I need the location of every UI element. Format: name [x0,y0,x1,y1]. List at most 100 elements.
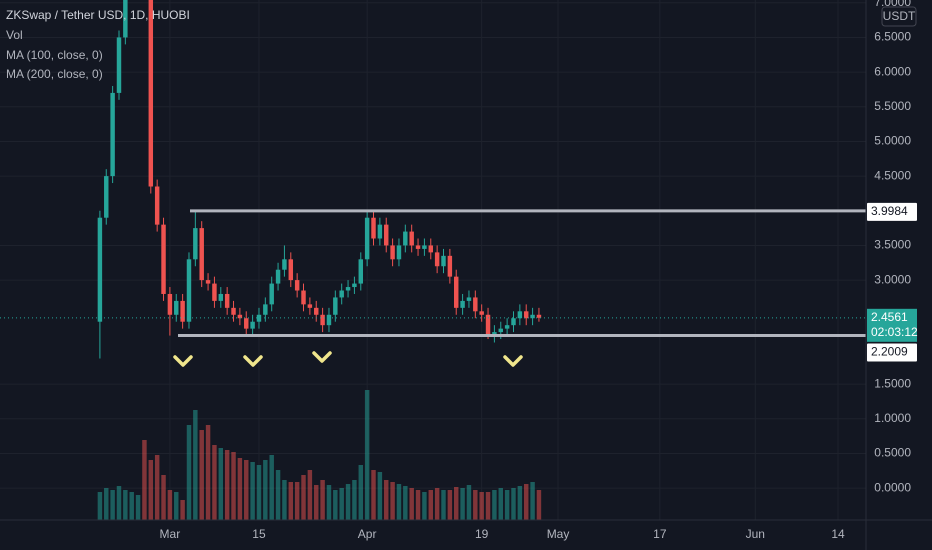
volume-bar [473,490,478,520]
volume-bar [492,490,497,520]
volume-bar [288,482,294,520]
x-tick-label: Jun [746,527,765,541]
candle-body [104,176,109,218]
volume-bar [523,484,529,520]
candle-body [352,283,357,288]
volume-bar [384,480,389,520]
last-price-box [867,308,917,342]
markers [173,351,523,367]
candle-body [275,269,281,284]
volume-bar [466,485,472,520]
candle-body [294,280,300,291]
candle-body [371,217,376,239]
volume-bar [186,425,192,520]
level-label-box [867,343,917,362]
y-tick-label: 0.5000 [874,446,911,460]
indicator-label[interactable]: Vol [6,28,23,42]
candle-body [161,224,166,294]
candle-body [473,297,478,312]
currency-box[interactable] [881,6,917,27]
volume-bar [530,482,535,520]
volume-bar [396,484,402,520]
candle-body [263,304,268,315]
volume-bar [390,482,395,520]
volume-bar [326,485,332,520]
candle-body [256,314,262,322]
volume-bar [517,486,523,520]
x-tick-label: Mar [160,527,181,541]
volume-bar [434,488,440,520]
volume-bar [358,465,364,520]
volume-bar [231,452,236,520]
candle-body [396,245,402,260]
volume-bar [250,462,255,520]
candle-body [282,259,287,270]
x-tick-label: Apr [358,527,377,541]
candle-body [358,259,364,284]
candle-body [174,300,179,315]
volume-bar [282,480,287,520]
candle-body [244,318,249,329]
candle-body [384,224,389,246]
candle-body [428,245,433,253]
currency-label[interactable]: USDT [883,9,916,23]
volume-bar [377,472,383,520]
candle-body [523,311,529,319]
candle-body [339,290,344,298]
volume-bar [294,482,300,520]
candle-body [320,314,325,326]
volume-bar [371,470,376,520]
volume-bar [199,430,204,520]
y-tick-label: 6.5000 [874,30,911,44]
overlay [0,209,866,338]
x-tick-label: May [547,527,570,541]
volume-bar [154,455,160,520]
volume-bar [129,492,134,520]
candle-body [167,293,173,315]
candle-body [218,293,224,301]
last-price-label: 2.4561 [871,310,908,324]
candle-body [314,307,319,315]
volume-bar [415,490,421,520]
volume-bar [333,490,338,520]
volume-bar [498,488,503,520]
candle-body [511,318,516,326]
volume-bar [511,488,516,520]
candle-body [269,283,274,305]
x-tick-label: 14 [831,527,845,541]
candle-body [237,314,243,319]
candle-body [301,290,306,305]
volume-bar [428,490,433,520]
candle-body [154,186,160,225]
volume-layer [97,390,542,520]
candle-body [415,245,421,249]
volume-bar [193,410,198,520]
volume-bar [237,458,243,520]
volume-bar [339,488,344,520]
candle-body [460,300,465,308]
volume-bar [364,390,370,520]
candle-body [110,92,115,177]
indicator-label[interactable]: MA (100, close, 0) [6,48,103,62]
candle-body [492,332,497,336]
volume-bar [205,425,211,520]
indicator-label[interactable]: MA (200, close, 0) [6,67,103,81]
candle-body [466,297,472,301]
y-tick-label: 3.0000 [874,272,911,286]
down-marker [243,355,263,367]
volume-bar [479,492,484,520]
level-label: 3.9984 [871,204,908,218]
candle-body [409,231,414,246]
volume-bar [224,450,230,520]
candle-body [123,0,128,38]
candle-body [422,245,427,249]
volume-bar [352,480,357,520]
y-tick-label: 5.5000 [874,99,911,113]
volume-bar [212,445,217,520]
x-tick-label: 15 [252,527,266,541]
candle-body [186,259,192,322]
volume-bar [314,485,319,520]
down-marker [173,355,193,367]
candle-body [97,217,103,322]
